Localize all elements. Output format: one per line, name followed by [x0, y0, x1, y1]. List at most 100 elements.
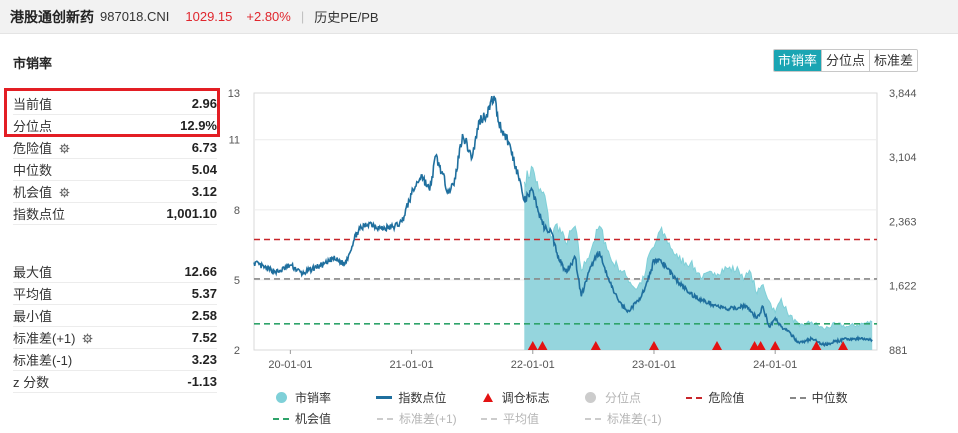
x-axis-tick: 21-01-01 — [390, 359, 434, 371]
legend-dash-icon — [683, 396, 705, 399]
right-axis-tick: 1,622 — [889, 281, 917, 293]
legend-row: 机会值 标准差(+1) 平均值 标准差(-1) — [270, 408, 890, 429]
legend-item[interactable]: 分位点 — [580, 389, 683, 406]
left-axis-tick: 2 — [234, 345, 240, 357]
stat-label-text: 分位点 — [13, 119, 53, 134]
tab-std[interactable]: 标准差 — [869, 50, 918, 71]
legend-label: 标准差(+1) — [399, 412, 457, 426]
left-axis-tick: 8 — [234, 205, 240, 217]
left-axis-tick: 11 — [229, 135, 240, 147]
stat-value: 2.58 — [191, 308, 217, 323]
legend-dot-icon — [580, 392, 602, 403]
legend-item[interactable]: 平均值 — [478, 410, 582, 427]
stat-value: 2.96 — [191, 96, 217, 111]
stat-label-text: 最小值 — [13, 309, 53, 324]
stat-row: 危险值 6.73 — [13, 137, 217, 159]
rebalance-marker — [590, 341, 601, 350]
stat-value: 6.73 — [191, 140, 217, 155]
stats-panel-secondary: 最大值 12.66 平均值 5.37 最小值 2.58 标准差(+1) 7.52 标准差(-1)… — [13, 261, 217, 393]
stat-label-text: 指数点位 — [13, 207, 66, 222]
legend-label: 机会值 — [295, 412, 332, 426]
stat-label: 中位数 — [13, 160, 52, 179]
stat-label-text: 危险值 — [13, 141, 53, 156]
highlight-box — [4, 88, 220, 137]
stat-row: 标准差(+1) 7.52 — [13, 327, 217, 349]
stat-row: 中位数 5.04 — [13, 159, 217, 181]
stat-row: 平均值 5.37 — [13, 283, 217, 305]
tab-ps[interactable]: 市销率 — [774, 50, 822, 71]
ps-line — [523, 165, 873, 330]
settings-gear-icon[interactable] — [59, 186, 70, 198]
stat-label: 标准差(+1) — [13, 328, 93, 347]
stat-label: 指数点位 — [13, 204, 65, 223]
legend-dash-icon — [787, 396, 809, 399]
legend-label: 中位数 — [811, 391, 848, 405]
x-axis-tick: 24-01-01 — [753, 359, 797, 371]
legend-item[interactable]: 指数点位 — [373, 389, 476, 406]
rebalance-marker — [811, 341, 822, 350]
stat-row: 机会值 3.12 — [13, 181, 217, 203]
rebalance-marker — [838, 341, 849, 350]
stat-row: 最小值 2.58 — [13, 305, 217, 327]
stat-value: 12.66 — [184, 264, 217, 279]
stat-label-text: 最大值 — [13, 265, 53, 280]
legend-dash-icon — [478, 417, 500, 420]
right-axis-tick: 2,363 — [889, 216, 917, 228]
legend-label: 调仓标志 — [501, 391, 550, 405]
history-pe-pb-link[interactable]: 历史PE/PB — [314, 10, 379, 25]
legend-label: 危险值 — [708, 391, 745, 405]
legend-dash-icon — [582, 417, 604, 420]
legend-triangle-icon — [477, 393, 499, 402]
tab-percentile[interactable]: 分位点 — [821, 50, 870, 71]
x-axis-tick: 20-01-01 — [268, 359, 312, 371]
chart-legend: 市销率 指数点位 调仓标志 分位点 危险值 中位数机会值 标准差(+1) 平均值 标准差(-1) — [270, 387, 890, 429]
stat-label-text: 当前值 — [13, 97, 53, 112]
stat-label: 分位点 — [13, 116, 52, 135]
legend-dot-icon — [270, 392, 292, 403]
legend-item[interactable]: 机会值 — [270, 410, 374, 427]
stat-label-text: 标准差(-1) — [13, 353, 73, 368]
stat-value: 12.9% — [180, 118, 217, 133]
x-axis-tick: 22-01-01 — [511, 359, 555, 371]
x-axis-tick: 23-01-01 — [632, 359, 676, 371]
stat-label: 危险值 — [13, 138, 70, 157]
rebalance-marker — [527, 341, 538, 350]
left-axis-tick: 13 — [228, 88, 240, 100]
legend-item[interactable]: 标准差(+1) — [374, 410, 478, 427]
header-separator: | — [300, 9, 305, 24]
stat-label: 机会值 — [13, 182, 70, 201]
stat-value: 5.37 — [191, 286, 217, 301]
section-title: 市销率 — [13, 56, 53, 71]
legend-label: 指数点位 — [398, 391, 447, 405]
right-axis-tick: 3,844 — [889, 88, 917, 100]
legend-item[interactable]: 中位数 — [787, 389, 890, 406]
index-line — [253, 95, 873, 348]
legend-item[interactable]: 调仓标志 — [477, 389, 580, 406]
stat-label: 当前值 — [13, 94, 52, 113]
stat-value: 3.12 — [191, 184, 217, 199]
legend-line-icon — [373, 396, 395, 399]
legend-label: 平均值 — [503, 412, 540, 426]
index-code: 987018.CNI — [100, 9, 170, 24]
stat-label: 标准差(-1) — [13, 350, 72, 369]
rebalance-marker — [712, 341, 723, 350]
index-price: 1029.15 — [185, 9, 233, 24]
legend-item[interactable]: 标准差(-1) — [582, 410, 686, 427]
legend-row: 市销率 指数点位 调仓标志 分位点 危险值 中位数 — [270, 387, 890, 408]
stat-label-text: 中位数 — [13, 163, 53, 178]
index-name: 港股通创新药 — [10, 8, 94, 25]
index-change: +2.80% — [246, 9, 291, 24]
legend-dash-icon — [270, 417, 292, 420]
stat-value: 7.52 — [191, 330, 217, 345]
left-axis-tick: 5 — [234, 275, 240, 287]
legend-dash-icon — [374, 417, 396, 420]
stat-label-text: 机会值 — [13, 185, 53, 200]
settings-gear-icon[interactable] — [59, 142, 70, 154]
legend-item[interactable]: 市销率 — [270, 389, 373, 406]
legend-item[interactable]: 危险值 — [683, 389, 786, 406]
stat-value: 1,001.10 — [166, 206, 217, 221]
settings-gear-icon[interactable] — [82, 332, 93, 344]
stat-label-text: 平均值 — [13, 287, 53, 302]
stat-label: 平均值 — [13, 284, 52, 303]
stat-row: 当前值 2.96 — [13, 93, 217, 115]
